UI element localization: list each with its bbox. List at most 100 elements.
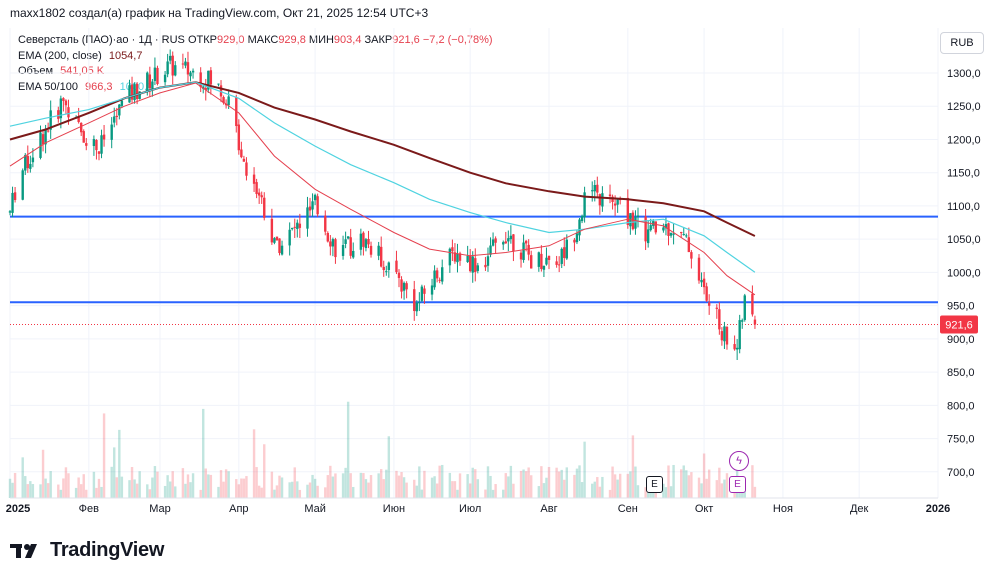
- candle-body: [507, 238, 510, 242]
- legend-volume-row[interactable]: Объем 541,05 K: [18, 64, 493, 80]
- candle-body: [62, 98, 65, 101]
- candle-body: [44, 129, 47, 145]
- y-tick-label: 1100,0: [947, 201, 980, 213]
- candle-body: [573, 239, 576, 243]
- currency-button[interactable]: RUB: [940, 32, 984, 54]
- candle-body: [324, 215, 327, 232]
- candle-body: [563, 247, 566, 258]
- x-tick-label: Апр: [229, 503, 248, 515]
- candle-body: [100, 135, 103, 154]
- candle-body: [522, 242, 525, 261]
- earnings-event-icon[interactable]: E: [646, 476, 663, 493]
- volume-bar: [725, 473, 729, 498]
- volume-bar: [31, 484, 35, 498]
- dividend-event-icon[interactable]: E: [729, 476, 746, 493]
- candle-body: [64, 100, 68, 106]
- candle-body: [275, 236, 279, 241]
- candle-body: [151, 81, 154, 89]
- candle-body: [29, 163, 32, 169]
- volume-bar: [308, 482, 312, 498]
- candle-body: [293, 226, 296, 228]
- candle-body: [298, 223, 302, 228]
- candle-body: [451, 247, 454, 252]
- candle-body: [329, 241, 332, 247]
- candle-body: [682, 234, 685, 236]
- volume-bar: [280, 477, 284, 498]
- volume-bar: [95, 487, 98, 498]
- volume-bar: [636, 485, 640, 498]
- candle-body: [512, 234, 515, 252]
- candle-body: [102, 134, 106, 140]
- volume-bar: [166, 475, 169, 498]
- volume-bar: [367, 482, 370, 498]
- volume-bar: [690, 472, 693, 498]
- candle-body: [631, 212, 635, 230]
- volume-bar: [97, 478, 101, 498]
- volume-bar: [397, 475, 401, 498]
- candle-body: [545, 257, 548, 265]
- candle-body: [260, 195, 263, 198]
- support-resistance-lines[interactable]: [10, 215, 938, 326]
- candle-body: [583, 192, 586, 218]
- volume-bar: [618, 473, 622, 498]
- y-tick-label: 1000,0: [947, 267, 981, 279]
- volume-bar: [222, 481, 225, 498]
- candle-body: [672, 233, 675, 235]
- volume-bar: [583, 441, 586, 498]
- volume-bar: [522, 469, 525, 498]
- candle-body: [636, 215, 640, 218]
- volume-bar: [718, 467, 721, 498]
- candle-body: [560, 248, 563, 264]
- candle-body: [591, 190, 594, 192]
- candle-body: [680, 232, 683, 234]
- volume-bar: [128, 480, 131, 498]
- candle-body: [596, 184, 599, 193]
- volume-bar: [334, 473, 337, 498]
- volume-bar: [24, 476, 27, 498]
- candle-body: [199, 72, 202, 88]
- volume-bar: [509, 465, 513, 498]
- candle-body: [222, 97, 225, 104]
- volume-bar: [563, 479, 566, 498]
- volume-bar: [697, 477, 701, 498]
- volume-bar: [700, 483, 703, 498]
- candle-body: [578, 219, 581, 236]
- volume-bar: [113, 447, 116, 498]
- volume-bar: [26, 484, 29, 498]
- volume-bar: [626, 473, 630, 498]
- volume-bar: [430, 477, 434, 498]
- legend-ema200-row[interactable]: EMA (200, close) 1054,7: [18, 49, 493, 65]
- volume-bar: [275, 485, 279, 498]
- candle-body: [135, 83, 139, 99]
- candle-body: [291, 227, 294, 230]
- candle-body: [418, 302, 421, 304]
- volume-bar: [82, 474, 85, 498]
- candle-body: [359, 233, 363, 250]
- volume-bar: [298, 489, 302, 498]
- candle-body: [474, 258, 477, 273]
- candle-body: [420, 286, 424, 301]
- candle-body: [413, 289, 416, 312]
- candle-body: [217, 83, 220, 85]
- volume-bar: [135, 483, 139, 498]
- volume-bar: [219, 470, 223, 498]
- change-value: −7,2 (−0,78%): [422, 34, 493, 46]
- candle-body: [387, 262, 391, 271]
- tradingview-logo[interactable]: TradingView: [10, 539, 164, 561]
- x-tick-label: Июн: [383, 503, 405, 515]
- volume-bar: [667, 465, 670, 498]
- candle-body: [219, 85, 223, 97]
- volume-bar: [92, 471, 96, 498]
- candle-body: [504, 241, 507, 244]
- candle-body: [377, 245, 380, 256]
- symbol-label[interactable]: Северсталь (ПАО)·ао · 1Д · RUS: [18, 34, 185, 46]
- ema200-label: EMA (200, close): [18, 49, 102, 62]
- candle-body: [240, 149, 243, 158]
- candle-body: [82, 131, 85, 143]
- lightning-icon[interactable]: ϟ: [729, 451, 749, 471]
- volume-bar: [110, 466, 113, 498]
- candle-body: [118, 104, 121, 116]
- candle-body: [697, 257, 701, 281]
- volume-bar: [420, 489, 424, 498]
